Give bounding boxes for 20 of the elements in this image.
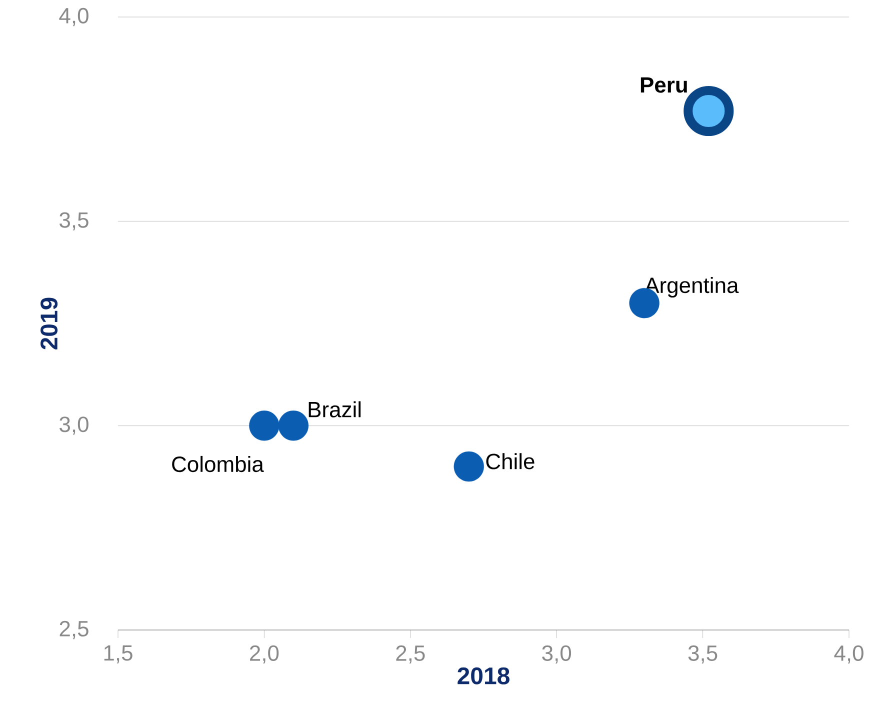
x-tick-label: 2,5 [396,645,425,664]
y-tick-label: 3,5 [60,212,88,230]
x-tick-label: 1,5 [104,645,132,664]
x-tick-label: 3,0 [542,645,572,664]
annotation: Argentina [644,276,739,298]
point [454,451,484,482]
y-tick-label: 2,5 [60,620,88,640]
y-axis-title: 2019 [40,298,58,350]
point [278,410,309,441]
annotation: Peru [640,77,687,93]
annotation: Brazil [308,401,361,418]
annotation: Colombia [172,456,264,472]
y-tick-label: 3,0 [60,416,88,435]
y-tick-label: 4,0 [59,8,88,26]
annotation: Chile [486,453,534,470]
x-tick-label: 3,5 [688,645,718,664]
x-axis-title: 2018 [458,667,510,684]
point [249,410,280,441]
x-tick-label: 4,0 [834,645,864,664]
x-tick-label: 2,0 [250,645,279,664]
